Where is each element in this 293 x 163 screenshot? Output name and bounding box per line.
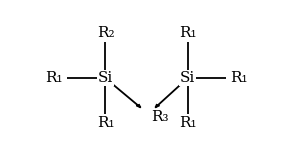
Text: R₁: R₁ xyxy=(97,116,114,130)
Text: R₃: R₃ xyxy=(151,110,168,124)
Text: R₁: R₁ xyxy=(45,71,63,85)
Text: R₂: R₂ xyxy=(97,26,114,40)
Polygon shape xyxy=(136,105,141,108)
Polygon shape xyxy=(155,105,160,108)
Text: R₁: R₁ xyxy=(230,71,248,85)
Text: R₁: R₁ xyxy=(179,116,196,130)
Text: Si: Si xyxy=(98,71,113,85)
Text: Si: Si xyxy=(180,71,195,85)
Text: R₁: R₁ xyxy=(179,26,196,40)
